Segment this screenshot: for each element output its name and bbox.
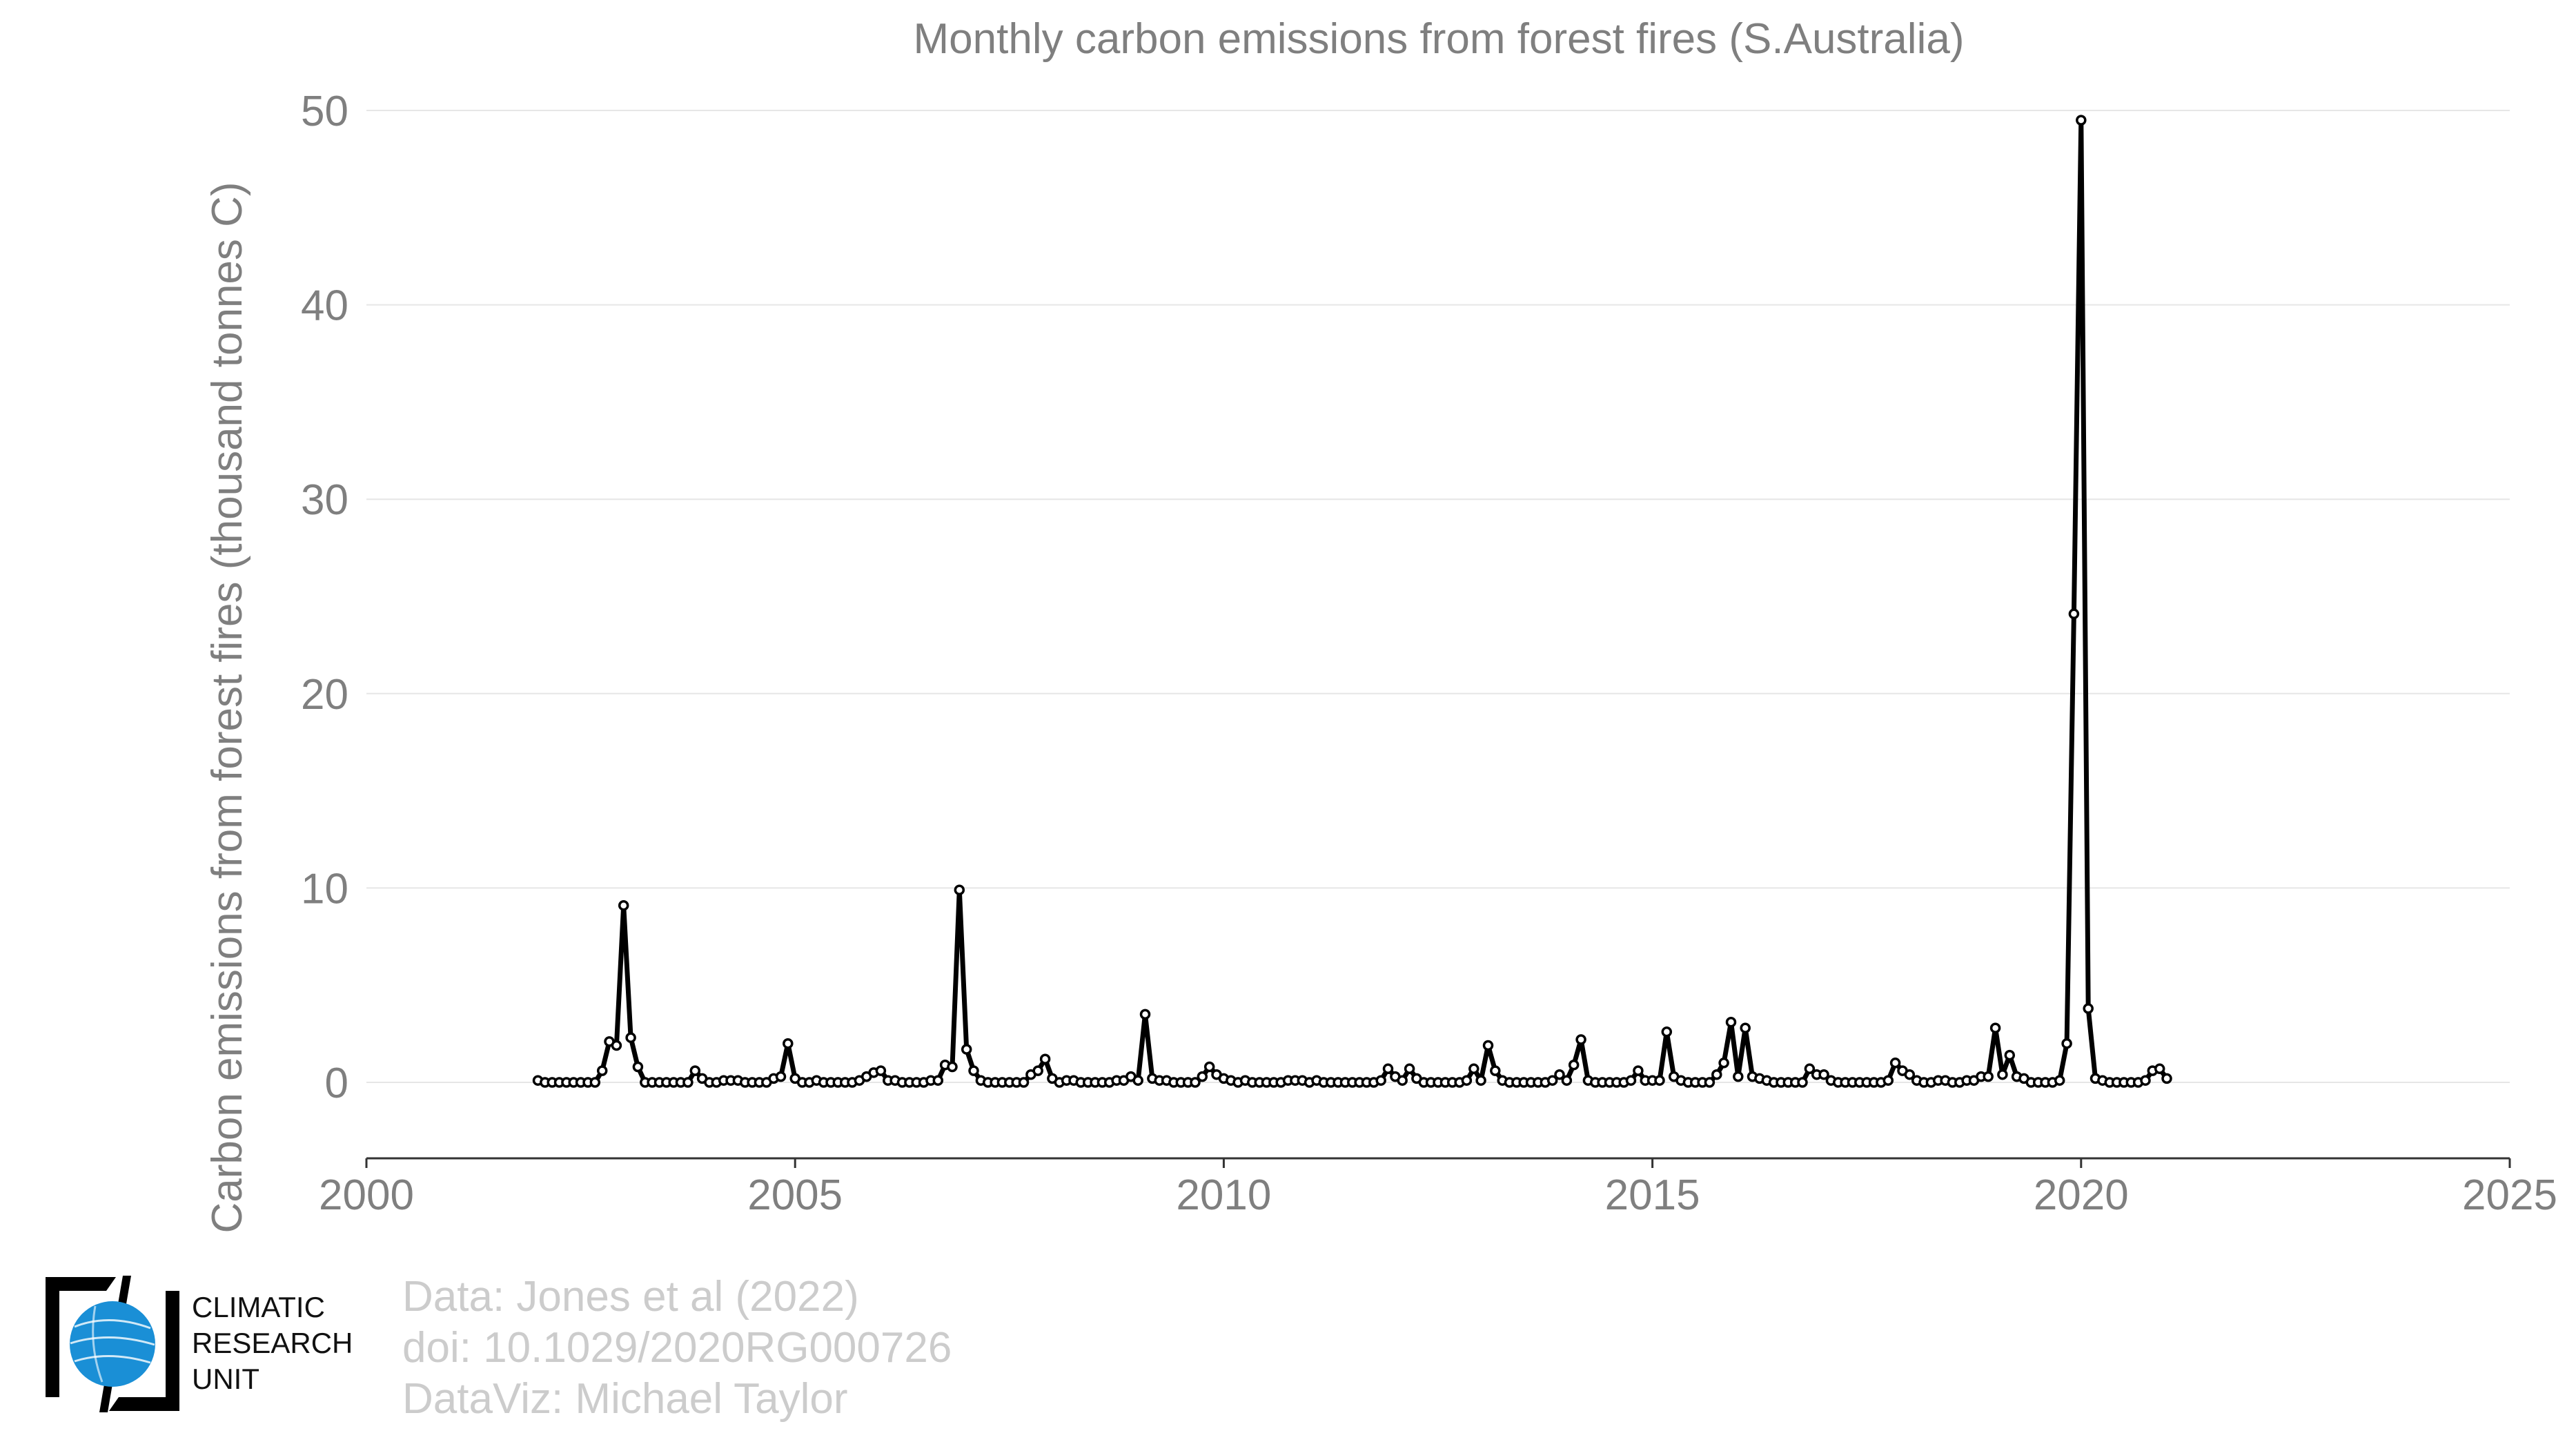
data-point — [1882, 1075, 1894, 1086]
series-line — [537, 117, 2169, 1085]
data-point — [775, 1071, 787, 1082]
data-point — [1561, 1075, 1573, 1086]
data-point — [1018, 1077, 1030, 1088]
data-point — [783, 1038, 794, 1049]
credit-dataviz: DataViz: Michael Taylor — [402, 1375, 848, 1423]
data-point — [932, 1075, 944, 1086]
data-point — [2140, 1075, 2151, 1086]
data-point — [1711, 1069, 1722, 1080]
credit-doi: doi: 10.1029/2020RG000726 — [402, 1324, 952, 1372]
data-point — [1733, 1071, 1744, 1082]
y-axis-label: Carbon emissions from forest fires (thou… — [204, 182, 251, 1233]
data-point — [1132, 1075, 1143, 1086]
data-point — [1197, 1071, 1208, 1082]
data-point — [1575, 1034, 1586, 1045]
x-tick-label-2010: 2010 — [1176, 1171, 1271, 1219]
logo-line-2: RESEARCH — [192, 1327, 353, 1359]
x-tick-label-2000: 2000 — [319, 1171, 414, 1219]
y-tick-label-10: 10 — [301, 865, 348, 913]
data-point — [968, 1065, 979, 1076]
chart-title: Monthly carbon emissions from forest fir… — [914, 15, 1965, 63]
data-point — [1190, 1077, 1201, 1088]
x-tick-label-2020: 2020 — [2034, 1171, 2129, 1219]
x-tick-label-2015: 2015 — [1605, 1171, 1700, 1219]
y-tick-label-30: 30 — [301, 476, 348, 524]
data-point — [618, 899, 629, 911]
data-credits: Data: Jones et al (2022) doi: 10.1029/20… — [402, 1272, 952, 1425]
data-point — [2061, 1038, 2072, 1049]
data-point — [1661, 1026, 1673, 1038]
data-point — [2054, 1075, 2065, 1086]
data-point — [1546, 1075, 1558, 1086]
data-point — [2068, 608, 2080, 620]
data-point — [2076, 115, 2087, 126]
x-tick-label-2005: 2005 — [747, 1171, 843, 1219]
data-point — [1804, 1063, 1816, 1075]
cru-globe-icon — [46, 1276, 179, 1412]
data-point — [2161, 1073, 2172, 1084]
data-point — [689, 1065, 701, 1076]
y-tick-label-20: 20 — [301, 671, 348, 719]
data-point — [1139, 1009, 1151, 1020]
data-point — [1039, 1053, 1051, 1064]
data-point — [625, 1032, 636, 1043]
data-point — [1633, 1065, 1644, 1076]
data-point — [596, 1065, 608, 1076]
data-point — [1404, 1063, 1415, 1075]
series-emissions — [532, 115, 2172, 1088]
data-point — [1032, 1065, 1043, 1076]
data-point — [589, 1077, 601, 1088]
data-point — [632, 1061, 644, 1073]
data-point — [1625, 1075, 1637, 1086]
data-point — [1989, 1022, 2001, 1033]
data-point — [1704, 1077, 1715, 1088]
data-point — [1889, 1058, 1901, 1069]
y-tick-label-40: 40 — [301, 282, 348, 330]
y-tick-label-50: 50 — [301, 88, 348, 135]
data-point — [954, 884, 965, 895]
x-axis — [365, 1157, 2511, 1168]
x-tick-labels: 2000 2005 2010 2015 2020 2025 — [319, 1171, 2557, 1219]
data-point — [1983, 1071, 1994, 1082]
data-point — [1468, 1063, 1479, 1075]
data-point — [1375, 1075, 1386, 1086]
gridlines — [366, 110, 2510, 1083]
data-point — [1490, 1065, 1501, 1076]
data-point — [1718, 1058, 1729, 1069]
data-point — [1382, 1063, 1394, 1075]
data-point — [1554, 1069, 1565, 1080]
logo-line-1: CLIMATIC — [192, 1291, 325, 1323]
data-point — [1797, 1077, 1808, 1088]
data-point — [1475, 1075, 1486, 1086]
data-point — [1818, 1069, 1829, 1080]
data-point — [947, 1061, 958, 1073]
cru-logo: CLIMATIC RESEARCH UNIT — [40, 1272, 364, 1416]
data-point — [961, 1044, 972, 1055]
logo-line-3: UNIT — [192, 1363, 259, 1395]
data-point — [1654, 1075, 1665, 1086]
cru-logo-text: CLIMATIC RESEARCH UNIT — [192, 1289, 353, 1397]
credit-data-source: Data: Jones et al (2022) — [402, 1273, 859, 1321]
data-point — [682, 1077, 694, 1088]
data-point — [875, 1065, 887, 1076]
data-point — [1203, 1061, 1215, 1073]
data-point — [1997, 1069, 2008, 1080]
data-point — [1482, 1040, 1494, 1051]
data-point — [611, 1040, 622, 1051]
y-tick-labels: 0 10 20 30 40 50 — [301, 88, 348, 1107]
data-point — [1568, 1059, 1580, 1071]
data-point — [2004, 1049, 2016, 1061]
data-point — [1740, 1022, 1751, 1033]
data-point — [1461, 1075, 1473, 1086]
data-point — [2154, 1063, 2165, 1075]
data-point — [1904, 1069, 1916, 1080]
data-point — [1725, 1016, 1737, 1028]
y-tick-label-0: 0 — [325, 1060, 348, 1107]
x-tick-label-2025: 2025 — [2462, 1171, 2557, 1219]
data-point — [2083, 1003, 2094, 1014]
data-point — [1397, 1075, 1408, 1086]
